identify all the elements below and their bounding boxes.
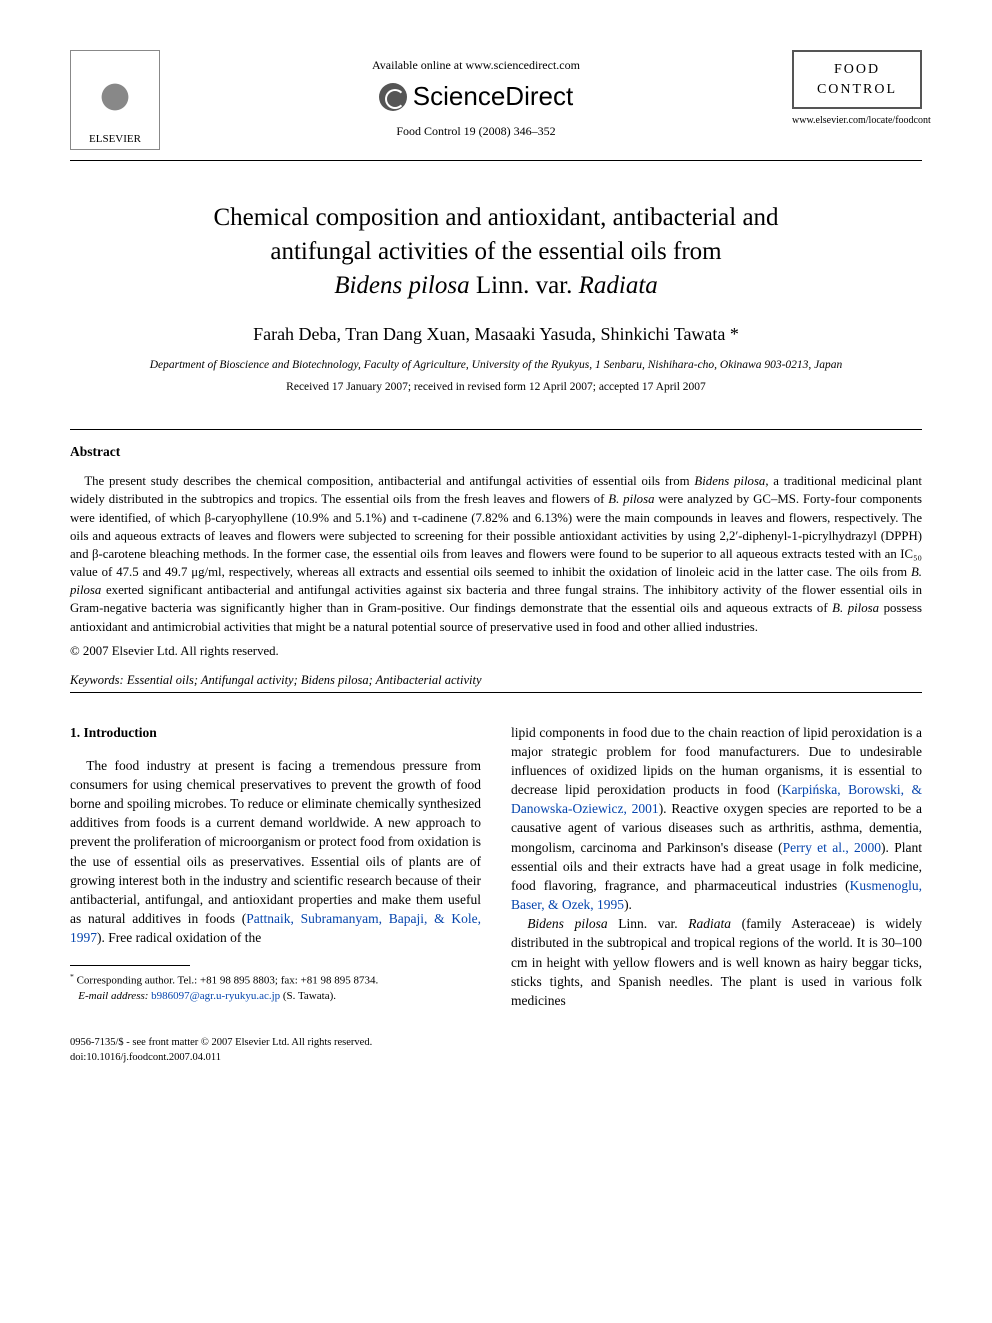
- left-column: 1. Introduction The food industry at pre…: [70, 723, 481, 1010]
- citation-link[interactable]: Perry et al., 2000: [783, 840, 881, 855]
- corresponding-asterisk: *: [730, 324, 739, 344]
- header-divider: [70, 160, 922, 161]
- doi-line: doi:10.1016/j.foodcont.2007.04.011: [70, 1051, 922, 1066]
- title-plain: Linn. var.: [470, 272, 579, 299]
- journal-logo-box: FOOD CONTROL: [792, 50, 922, 109]
- email-label: E-mail address:: [78, 990, 148, 1002]
- keywords-label: Keywords:: [70, 673, 124, 687]
- title-line1: Chemical composition and antioxidant, an…: [213, 204, 778, 231]
- abstract-species: B. pilosa: [608, 492, 654, 506]
- sciencedirect-icon: [379, 83, 407, 111]
- keywords-text: Essential oils; Antifungal activity; Bid…: [124, 673, 482, 687]
- abstract-species: B. pilosa: [832, 601, 879, 615]
- authors-line: Farah Deba, Tran Dang Xuan, Masaaki Yasu…: [70, 324, 922, 345]
- available-online-text: Available online at www.sciencedirect.co…: [160, 58, 792, 73]
- header-center: Available online at www.sciencedirect.co…: [160, 50, 792, 139]
- species-name: Bidens pilosa: [527, 916, 607, 931]
- introduction-heading: 1. Introduction: [70, 723, 481, 742]
- text-seg: ). Free radical oxidation of the: [97, 930, 261, 945]
- footnote-asterisk: *: [70, 972, 74, 981]
- email-link[interactable]: b986097@agr.u-ryukyu.ac.jp: [151, 990, 280, 1002]
- bottom-meta: 0956-7135/$ - see front matter © 2007 El…: [70, 1036, 922, 1065]
- abstract-species: Bidens pilosa: [694, 474, 765, 488]
- affiliation: Department of Bioscience and Biotechnolo…: [70, 359, 922, 371]
- journal-reference: Food Control 19 (2008) 346–352: [160, 124, 792, 139]
- intro-para-1-cont: lipid components in food due to the chai…: [511, 723, 922, 915]
- title-line2: antifungal activities of the essential o…: [270, 238, 721, 265]
- header-right: FOOD CONTROL www.elsevier.com/locate/foo…: [792, 50, 922, 126]
- title-species2: Radiata: [579, 272, 658, 299]
- abstract-heading: Abstract: [70, 444, 922, 460]
- publisher-logo-box: ELSEVIER: [70, 50, 160, 150]
- sciencedirect-brand: ScienceDirect: [160, 81, 792, 112]
- abstract-seg: The present study describes the chemical…: [84, 474, 694, 488]
- keywords-line: Keywords: Essential oils; Antifungal act…: [70, 673, 922, 688]
- right-column: lipid components in food due to the chai…: [511, 723, 922, 1010]
- journal-name-line2: CONTROL: [798, 80, 916, 100]
- abstract-body: The present study describes the chemical…: [70, 472, 922, 635]
- text-seg: ).: [624, 897, 632, 912]
- variety-name: Radiata: [688, 916, 731, 931]
- abstract-seg: exerted significant antibacterial and an…: [70, 583, 922, 615]
- body-columns: 1. Introduction The food industry at pre…: [70, 723, 922, 1010]
- header-row: ELSEVIER Available online at www.science…: [70, 50, 922, 150]
- article-dates: Received 17 January 2007; received in re…: [70, 381, 922, 393]
- journal-url: www.elsevier.com/locate/foodcont: [792, 115, 922, 126]
- publisher-name: ELSEVIER: [89, 133, 141, 145]
- footnote-divider: [70, 965, 190, 966]
- title-species1: Bidens pilosa: [334, 272, 469, 299]
- elsevier-tree-icon: [90, 73, 140, 133]
- email-name: (S. Tawata).: [283, 990, 336, 1002]
- sciencedirect-label: ScienceDirect: [413, 81, 573, 112]
- intro-para-2: Bidens pilosa Linn. var. Radiata (family…: [511, 914, 922, 1010]
- footnote-corr-text: Corresponding author. Tel.: +81 98 895 8…: [77, 975, 379, 987]
- abstract-bottom-divider: [70, 692, 922, 693]
- text-seg: Linn. var.: [608, 916, 689, 931]
- intro-para-1: The food industry at present is facing a…: [70, 756, 481, 948]
- abstract-copyright: © 2007 Elsevier Ltd. All rights reserved…: [70, 644, 922, 659]
- front-matter-line: 0956-7135/$ - see front matter © 2007 El…: [70, 1036, 922, 1051]
- text-seg: The food industry at present is facing a…: [70, 758, 481, 926]
- corresponding-footnote: * Corresponding author. Tel.: +81 98 895…: [70, 972, 481, 1004]
- article-title: Chemical composition and antioxidant, an…: [70, 201, 922, 302]
- journal-name-line1: FOOD: [798, 60, 916, 80]
- abstract-top-divider: [70, 429, 922, 430]
- authors-text: Farah Deba, Tran Dang Xuan, Masaaki Yasu…: [253, 324, 725, 344]
